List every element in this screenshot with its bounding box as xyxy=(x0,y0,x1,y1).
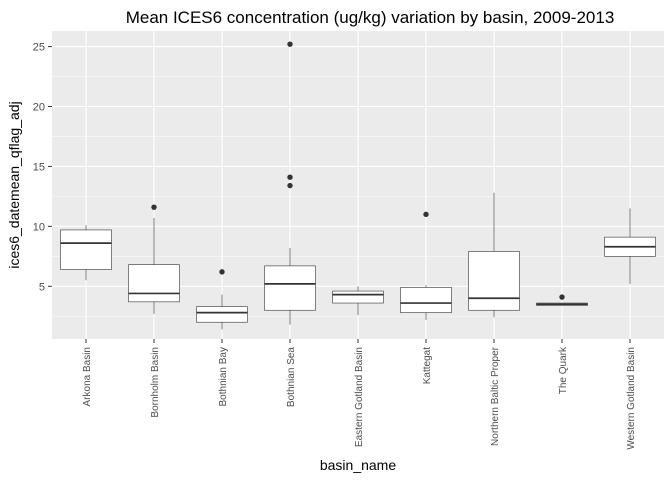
x-tick-label: Bothnian Bay xyxy=(218,347,229,407)
outlier-point xyxy=(423,211,429,218)
x-tick-label: Arkona Basin xyxy=(82,347,93,406)
x-tick-label: Western Gotland Basin xyxy=(626,347,637,450)
outlier-point xyxy=(287,174,293,180)
box-4 xyxy=(264,41,316,325)
box-6 xyxy=(400,211,452,320)
box-series xyxy=(60,41,656,330)
box-body xyxy=(468,251,520,311)
y-tick-label: 15 xyxy=(33,161,45,173)
box-9 xyxy=(604,208,656,284)
outlier-point xyxy=(151,204,157,210)
box-body xyxy=(332,290,384,304)
x-tick-label: The Quark xyxy=(558,346,569,394)
outlier-point xyxy=(219,269,225,275)
outlier-point xyxy=(287,41,293,47)
x-tick-label: Kattegat xyxy=(422,347,433,384)
x-tick-label: Eastern Gotland Basin xyxy=(354,347,365,447)
y-tick-label: 5 xyxy=(39,281,45,293)
chart-title: Mean ICES6 concentration (ug/kg) variati… xyxy=(126,8,615,27)
box-body xyxy=(128,264,180,303)
box-8 xyxy=(536,294,588,306)
box-3 xyxy=(196,269,248,330)
box-body xyxy=(60,229,112,270)
outlier-point xyxy=(559,294,565,300)
box-5 xyxy=(332,286,384,316)
x-axis: Arkona Basin Bornholm Basin Bothnian Bay Bo… xyxy=(82,339,637,450)
y-axis: 5 10 15 20 25 xyxy=(33,42,52,293)
x-tick-label: Bothnian Sea xyxy=(286,347,297,407)
box-body xyxy=(400,287,452,313)
box-1 xyxy=(60,225,112,281)
y-tick-label: 25 xyxy=(33,42,45,54)
box-2 xyxy=(128,204,180,314)
y-tick-label: 10 xyxy=(33,221,45,233)
box-7 xyxy=(468,192,520,318)
box-body xyxy=(196,306,248,323)
y-axis-title: ices6_datemean_qflag_adj xyxy=(6,101,22,268)
outlier-point xyxy=(287,182,293,189)
y-tick-label: 20 xyxy=(33,102,45,114)
x-tick-label: Northern Baltic Proper xyxy=(490,346,501,446)
x-tick-label: Bornholm Basin xyxy=(150,347,161,418)
gridlines xyxy=(52,31,664,339)
box-body xyxy=(264,265,316,311)
x-axis-title: basin_name xyxy=(320,457,396,473)
